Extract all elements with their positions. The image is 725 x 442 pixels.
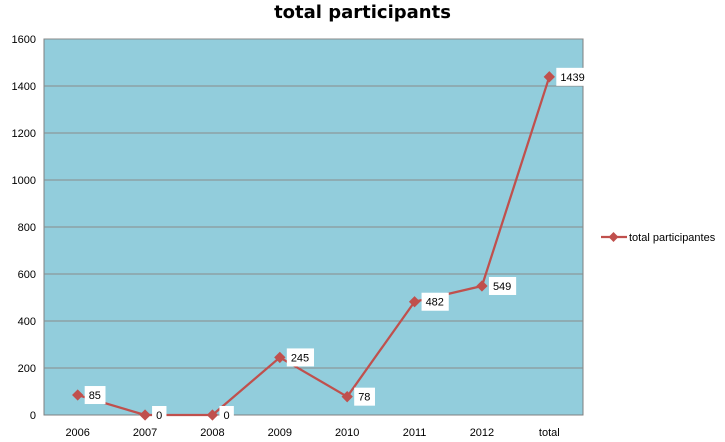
- y-tick-label: 800: [18, 222, 36, 234]
- y-tick-label: 1200: [12, 128, 36, 140]
- data-point: [139, 409, 151, 421]
- data-label: 1439: [560, 72, 584, 84]
- x-tick-label: total: [539, 427, 560, 439]
- y-tick-label: 600: [18, 269, 36, 281]
- data-label-box: [354, 387, 375, 406]
- data-point: [408, 296, 421, 308]
- data-point: [476, 280, 488, 292]
- y-tick-label: 400: [18, 316, 36, 328]
- legend-label: total participantes: [629, 232, 716, 244]
- x-tick-label: 2011: [403, 427, 427, 439]
- data-point: [341, 391, 353, 403]
- data-label: 245: [291, 352, 309, 364]
- x-tick-label: 2010: [335, 427, 359, 439]
- data-label-box: [152, 406, 167, 424]
- data-label-box: [421, 292, 449, 311]
- x-axis: 2006 2007 2008 2009 2010 2011 2012 total: [65, 427, 559, 439]
- legend-marker: [608, 232, 619, 242]
- data-label: 78: [358, 392, 370, 404]
- data-point: [206, 409, 219, 421]
- y-tick-label: 1400: [12, 81, 36, 93]
- data-label: 85: [89, 390, 101, 402]
- data-label: 0: [156, 410, 162, 422]
- x-tick-label: 2007: [133, 427, 157, 439]
- data-label-box: [286, 348, 315, 367]
- y-tick-label: 0: [30, 410, 36, 422]
- y-axis: 0 200 400 600 800 1000 1200 1400 1600: [12, 34, 36, 422]
- data-label-box: [556, 67, 590, 86]
- x-tick-label: 2006: [65, 427, 89, 439]
- data-label-box: [84, 386, 106, 405]
- data-label: 482: [426, 297, 444, 309]
- y-tick-label: 1000: [12, 175, 36, 187]
- data-label-box: [488, 276, 517, 295]
- x-tick-label: 2008: [200, 427, 224, 439]
- data-labels: 85 0 0 245 78 482 549 1439: [84, 67, 590, 424]
- gridlines: [44, 38, 583, 369]
- data-label: 0: [223, 410, 229, 422]
- x-tick-label: 2009: [268, 427, 292, 439]
- legend: total participantes: [601, 232, 716, 244]
- y-tick-label: 200: [18, 363, 36, 375]
- chart-title: total participants: [274, 2, 451, 23]
- y-tick-label: 1600: [12, 34, 36, 46]
- data-point: [274, 351, 286, 364]
- data-label-box: [219, 406, 234, 424]
- x-tick-label: 2012: [470, 427, 494, 439]
- data-label: 549: [493, 281, 511, 293]
